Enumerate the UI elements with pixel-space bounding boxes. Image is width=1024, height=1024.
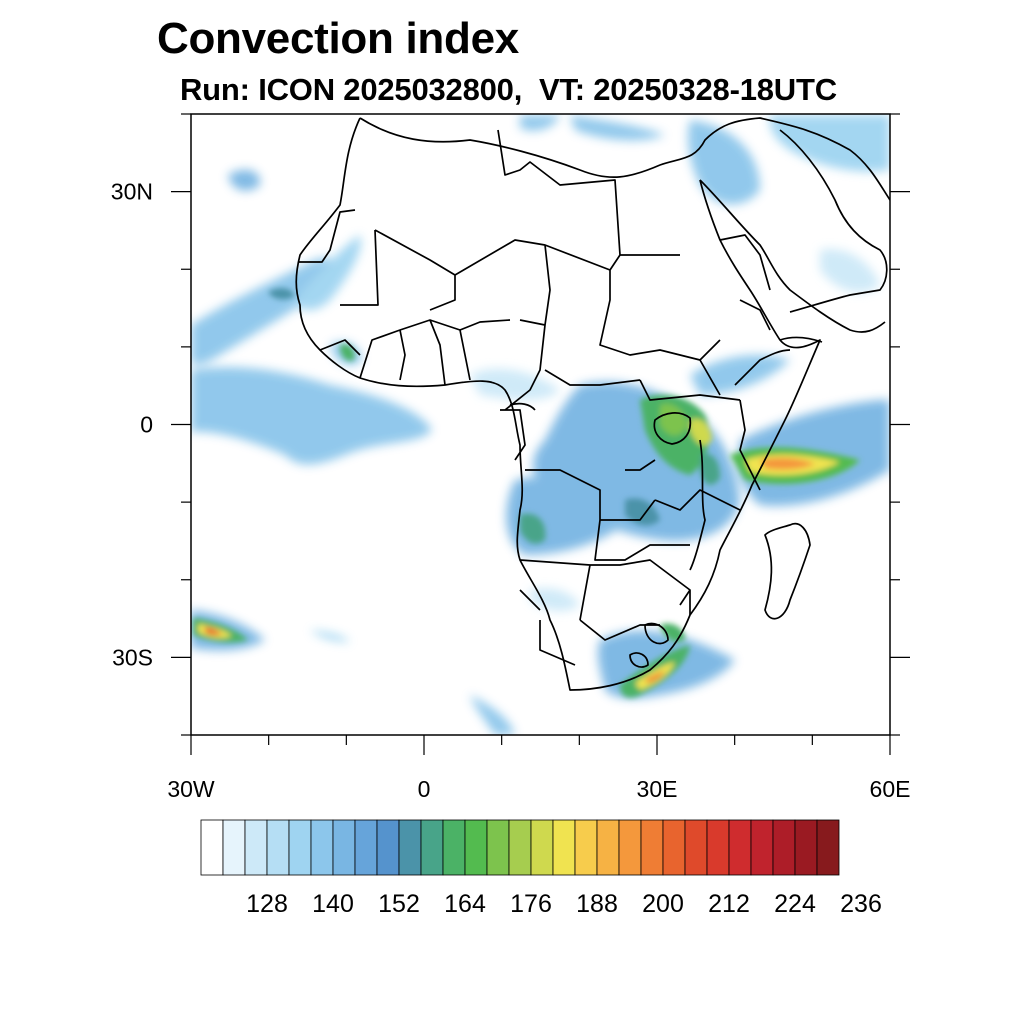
colorbar: 128 140 152 164 176 188 200 212 224 236 bbox=[200, 819, 882, 918]
colorbar-swatch bbox=[750, 819, 774, 876]
country-borders bbox=[295, 117, 890, 691]
colorbar-label: 164 bbox=[444, 890, 486, 918]
colorbar-swatch bbox=[200, 819, 224, 876]
colorbar-swatch bbox=[662, 819, 686, 876]
colorbar-label: 128 bbox=[246, 890, 288, 918]
colorbar-label: 200 bbox=[642, 890, 684, 918]
colorbar-swatch bbox=[310, 819, 334, 876]
colorbar-swatch bbox=[684, 819, 708, 876]
colorbar-swatch bbox=[574, 819, 598, 876]
colorbar-swatch bbox=[288, 819, 312, 876]
colorbar-swatch bbox=[530, 819, 554, 876]
colorbar-swatch bbox=[596, 819, 620, 876]
colorbar-swatch bbox=[486, 819, 510, 876]
colorbar-swatch bbox=[442, 819, 466, 876]
chart-title: Convection index bbox=[157, 14, 519, 63]
colorbar-swatch bbox=[464, 819, 488, 876]
colorbar-label: 176 bbox=[510, 890, 552, 918]
colorbar-swatch bbox=[266, 819, 290, 876]
colorbar-label: 188 bbox=[576, 890, 618, 918]
colorbar-label: 236 bbox=[840, 890, 882, 918]
colorbar-swatch bbox=[728, 819, 752, 876]
colorbar-swatch bbox=[706, 819, 730, 876]
colorbar-label: 224 bbox=[774, 890, 816, 918]
colorbar-swatch bbox=[376, 819, 400, 876]
chart-subtitle: Run: ICON 2025032800, VT: 20250328-18UTC bbox=[180, 72, 837, 107]
colorbar-swatch bbox=[398, 819, 422, 876]
colorbar-swatch bbox=[244, 819, 268, 876]
y-tick-label: 30S bbox=[112, 644, 153, 670]
y-tick-label: 30N bbox=[111, 179, 153, 205]
colorbar-label: 152 bbox=[378, 890, 420, 918]
colorbar-swatch bbox=[508, 819, 532, 876]
colorbar-swatch bbox=[772, 819, 796, 876]
colorbar-swatch bbox=[640, 819, 664, 876]
x-tick-label: 0 bbox=[418, 776, 431, 802]
y-tick-label: 0 bbox=[140, 412, 153, 438]
colorbar-swatch bbox=[552, 819, 576, 876]
colorbar-swatch bbox=[794, 819, 818, 876]
colorbar-swatch bbox=[332, 819, 356, 876]
colorbar-swatch bbox=[420, 819, 444, 876]
x-tick-label: 30W bbox=[167, 776, 215, 802]
colorbar-swatch bbox=[222, 819, 246, 876]
colorbar-swatch bbox=[354, 819, 378, 876]
colorbar-swatch bbox=[618, 819, 642, 876]
x-tick-label: 30E bbox=[637, 776, 678, 802]
map-axes: 30W 0 30E 60E 30N 0 30S bbox=[111, 113, 911, 802]
colorbar-swatch bbox=[816, 819, 840, 876]
colorbar-label: 140 bbox=[312, 890, 354, 918]
colorbar-label: 212 bbox=[708, 890, 750, 918]
convection-fields bbox=[191, 115, 890, 735]
x-tick-label: 60E bbox=[870, 776, 911, 802]
